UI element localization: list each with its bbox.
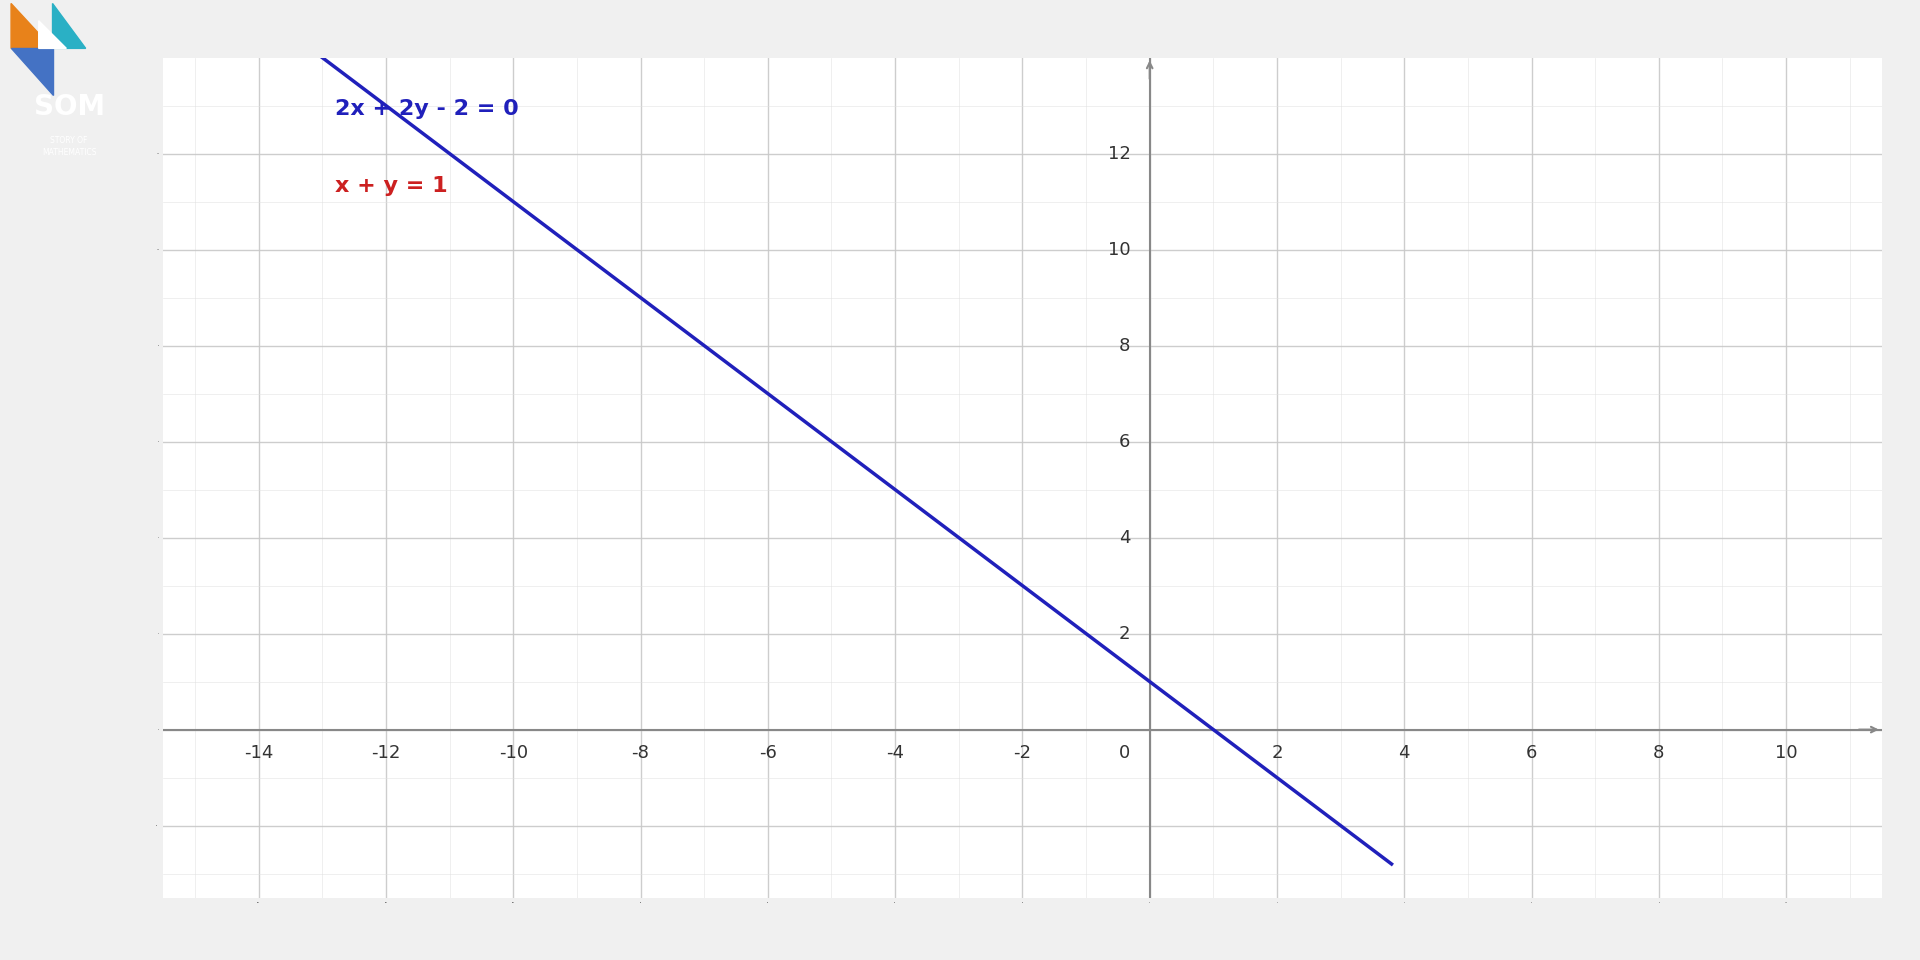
Text: 8: 8 [1653, 744, 1665, 762]
Text: 6: 6 [1526, 744, 1538, 762]
Text: STORY OF
MATHEMATICS: STORY OF MATHEMATICS [42, 136, 96, 157]
Text: -12: -12 [371, 744, 401, 762]
Text: -10: -10 [499, 744, 528, 762]
Polygon shape [12, 4, 52, 48]
Text: 2x + 2y - 2 = 0: 2x + 2y - 2 = 0 [334, 99, 518, 119]
Text: SOM: SOM [33, 93, 106, 121]
Text: 6: 6 [1119, 433, 1131, 450]
Text: 4: 4 [1119, 529, 1131, 546]
Text: 4: 4 [1398, 744, 1409, 762]
Text: 0: 0 [1119, 744, 1131, 762]
Text: 12: 12 [1108, 145, 1131, 162]
Polygon shape [12, 48, 52, 95]
Text: -4: -4 [887, 744, 904, 762]
Text: 10: 10 [1108, 241, 1131, 258]
Polygon shape [52, 4, 86, 48]
Text: -14: -14 [244, 744, 273, 762]
Text: 8: 8 [1119, 337, 1131, 354]
Text: 2: 2 [1119, 625, 1131, 642]
Text: -6: -6 [758, 744, 778, 762]
Text: x + y = 1: x + y = 1 [334, 176, 447, 196]
Text: -2: -2 [1014, 744, 1031, 762]
Text: 10: 10 [1774, 744, 1797, 762]
Text: 2: 2 [1271, 744, 1283, 762]
Polygon shape [38, 21, 67, 48]
Text: -8: -8 [632, 744, 649, 762]
